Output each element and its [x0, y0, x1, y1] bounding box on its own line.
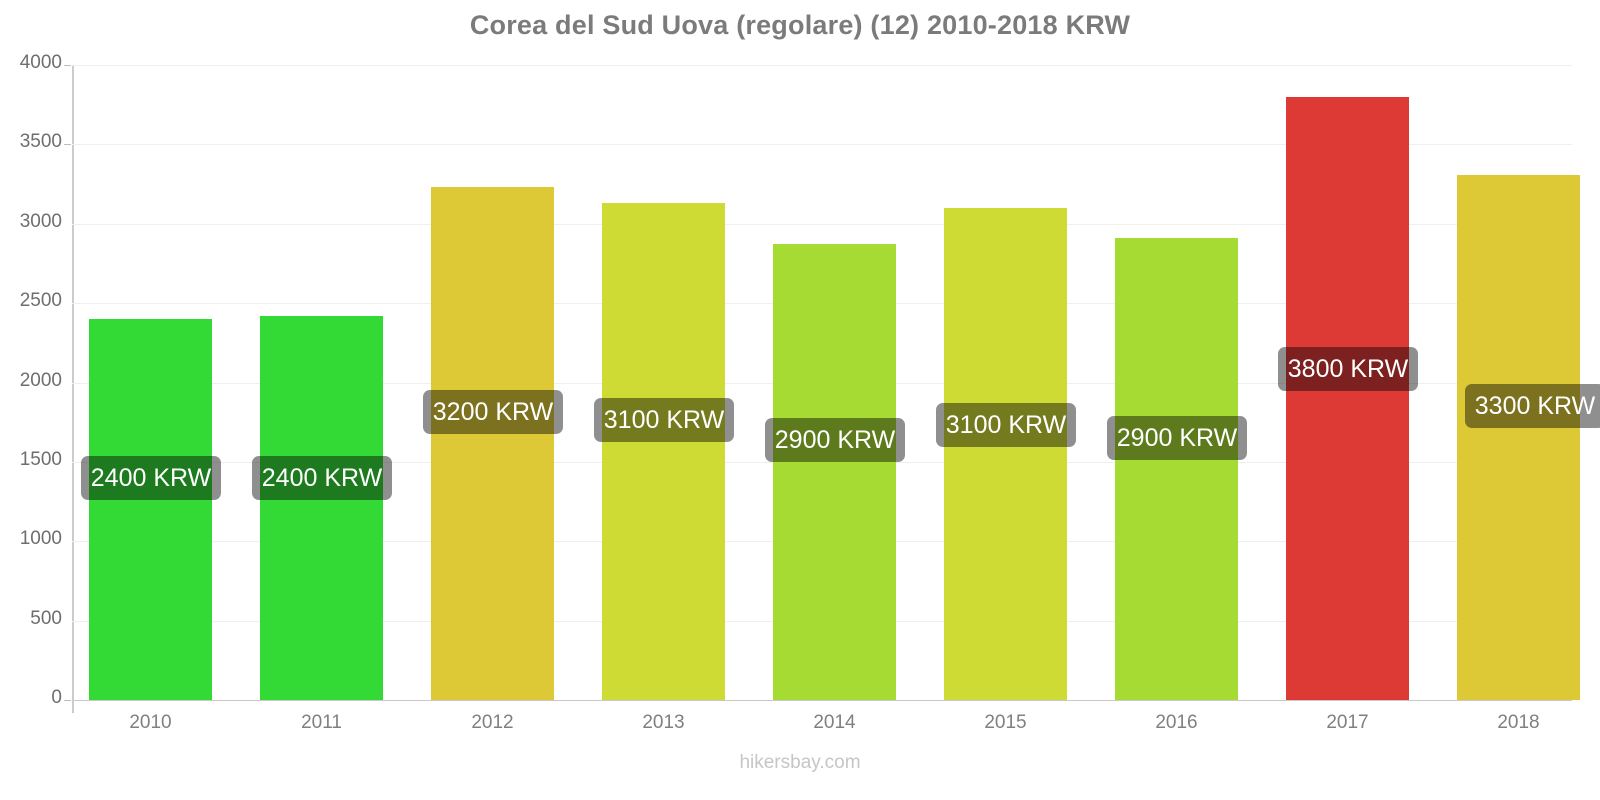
- x-axis-tick-label-2013: 2013: [642, 712, 685, 733]
- bar-2014[interactable]: [773, 244, 896, 700]
- bar-2010[interactable]: [89, 319, 212, 700]
- bar-value-label-box-2018: [1464, 384, 1600, 428]
- bar-2017[interactable]: [1286, 96, 1409, 700]
- plot-area: [72, 65, 1580, 701]
- y-axis-tick-label: 3500: [19, 131, 62, 153]
- bar-2013[interactable]: [602, 203, 725, 700]
- bar-value-label-box-2013: [593, 398, 735, 442]
- y-axis-line: [72, 65, 74, 713]
- gridline-0: [72, 700, 1572, 701]
- y-axis-tick-mark: [64, 700, 71, 701]
- bar-2012[interactable]: [431, 187, 554, 700]
- x-axis-tick-label-2017: 2017: [1326, 712, 1369, 733]
- x-axis-tick-label-2016: 2016: [1155, 712, 1198, 733]
- y-axis-tick-label: 500: [30, 607, 62, 629]
- bar-value-label-box-2010: [80, 456, 222, 500]
- bar-value-label-box-2012: [422, 390, 564, 434]
- x-axis-tick-label-2012: 2012: [471, 712, 514, 733]
- x-axis-tick-label-2010: 2010: [129, 712, 172, 733]
- x-axis-tick-label-2014: 2014: [813, 712, 856, 733]
- bar-value-label-box-2017: [1277, 347, 1419, 391]
- y-axis-tick-label: 4000: [19, 52, 62, 73]
- gridline-3500: [72, 144, 1572, 146]
- page-title: Corea del Sud Uova (regolare) (12) 2010-…: [469, 10, 1131, 40]
- x-axis-tick-label-2011: 2011: [301, 712, 342, 733]
- bar-value-label-box-2014: [764, 418, 906, 462]
- y-axis-tick-mark: [64, 65, 71, 66]
- bar-2018[interactable]: [1457, 174, 1580, 700]
- bar-value-label-box-2011: [251, 456, 393, 500]
- bar-2015[interactable]: [944, 207, 1067, 700]
- y-axis-tick-label: 1000: [19, 528, 62, 550]
- bar-2016[interactable]: [1115, 238, 1238, 700]
- gridline-4000: [72, 65, 1572, 66]
- bar-2011[interactable]: [260, 315, 383, 700]
- bar-value-label-box-2015: [935, 403, 1077, 447]
- y-axis-tick-label: 0: [51, 687, 62, 708]
- x-axis-tick-label-2018: 2018: [1497, 712, 1540, 733]
- y-axis-tick-label: 3000: [19, 210, 62, 232]
- y-axis-tick-label: 1500: [19, 448, 62, 470]
- gridline-3000: [72, 223, 1572, 225]
- x-axis-tick-label-2015: 2015: [984, 712, 1027, 733]
- y-axis-tick-label: 2000: [19, 369, 62, 391]
- y-axis-tick-mark: [64, 144, 71, 146]
- y-axis-tick-label: 2500: [19, 290, 62, 312]
- footer-attribution: hikersbay.com: [739, 752, 861, 773]
- bar-value-label-box-2016: [1106, 416, 1248, 460]
